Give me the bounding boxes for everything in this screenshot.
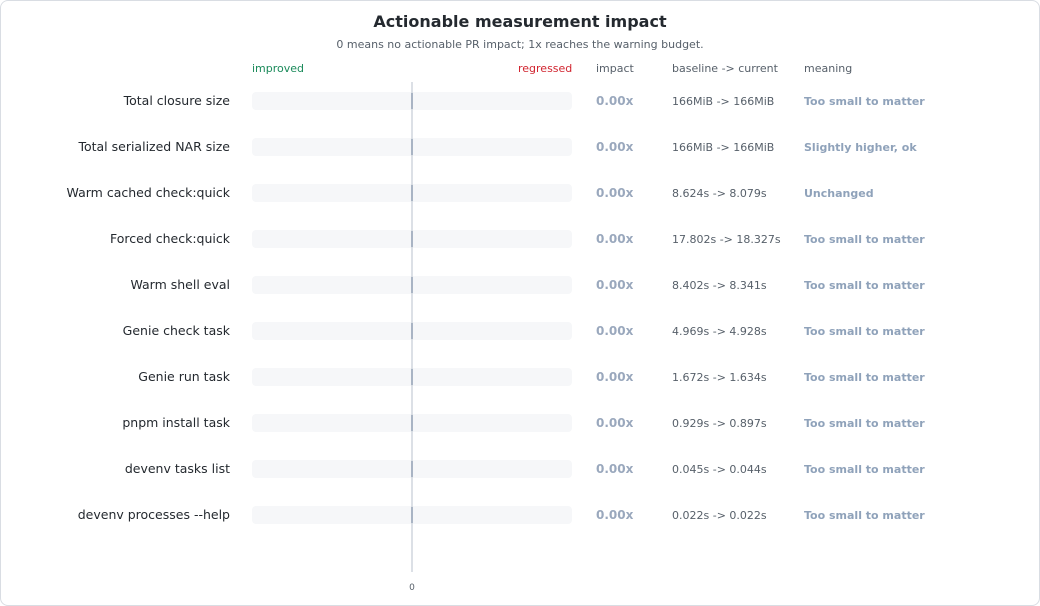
row-label: devenv tasks list bbox=[125, 461, 230, 476]
impact-value: 0.00x bbox=[596, 324, 634, 338]
impact-value: 0.00x bbox=[596, 140, 634, 154]
impact-value: 0.00x bbox=[596, 186, 634, 200]
baseline-current-value: 166MiB -> 166MiB bbox=[672, 95, 774, 108]
impact-value: 0.00x bbox=[596, 94, 634, 108]
row-label: Total closure size bbox=[123, 93, 231, 108]
baseline-current-value: 8.624s -> 8.079s bbox=[672, 187, 767, 200]
impact-value: 0.00x bbox=[596, 416, 634, 430]
baseline-current-value: 4.969s -> 4.928s bbox=[672, 325, 767, 338]
meaning-value: Too small to matter bbox=[804, 279, 925, 292]
meaning-value: Too small to matter bbox=[804, 417, 925, 430]
chart-title: Actionable measurement impact bbox=[373, 12, 667, 31]
baseline-current-value: 0.045s -> 0.044s bbox=[672, 463, 767, 476]
meaning-value: Too small to matter bbox=[804, 463, 925, 476]
impact-value: 0.00x bbox=[596, 462, 634, 476]
meaning-value: Too small to matter bbox=[804, 509, 925, 522]
row-label: Warm cached check:quick bbox=[67, 185, 231, 200]
baseline-current-value: 0.022s -> 0.022s bbox=[672, 509, 767, 522]
meaning-value: Too small to matter bbox=[804, 371, 925, 384]
meaning-value: Too small to matter bbox=[804, 95, 925, 108]
baseline-current-value: 8.402s -> 8.341s bbox=[672, 279, 767, 292]
baseline-current-value: 166MiB -> 166MiB bbox=[672, 141, 774, 154]
meaning-value: Slightly higher, ok bbox=[804, 141, 917, 154]
meaning-value: Too small to matter bbox=[804, 233, 925, 246]
row-label: Genie run task bbox=[138, 369, 230, 384]
row-label: Genie check task bbox=[123, 323, 231, 338]
meaning-value: Too small to matter bbox=[804, 325, 925, 338]
impact-value: 0.00x bbox=[596, 232, 634, 246]
row-label: Forced check:quick bbox=[110, 231, 231, 246]
impact-value: 0.00x bbox=[596, 508, 634, 522]
baseline-current-value: 1.672s -> 1.634s bbox=[672, 371, 767, 384]
row-label: Total serialized NAR size bbox=[77, 139, 230, 154]
baseline-current-header: baseline -> current bbox=[672, 62, 778, 75]
impact-value: 0.00x bbox=[596, 278, 634, 292]
impact-value: 0.00x bbox=[596, 370, 634, 384]
chart-subtitle: 0 means no actionable PR impact; 1x reac… bbox=[336, 38, 704, 51]
row-label: pnpm install task bbox=[122, 415, 230, 430]
row-label: devenv processes --help bbox=[78, 507, 230, 522]
row-label: Warm shell eval bbox=[130, 277, 230, 292]
x-tick-label: 0 bbox=[409, 583, 415, 593]
baseline-current-value: 0.929s -> 0.897s bbox=[672, 417, 767, 430]
baseline-current-value: 17.802s -> 18.327s bbox=[672, 233, 781, 246]
meaning-value: Unchanged bbox=[804, 187, 874, 200]
meaning-header: meaning bbox=[804, 62, 853, 75]
impact-header: impact bbox=[596, 62, 634, 75]
regressed-header: regressed bbox=[518, 62, 573, 75]
improved-header: improved bbox=[252, 62, 305, 75]
